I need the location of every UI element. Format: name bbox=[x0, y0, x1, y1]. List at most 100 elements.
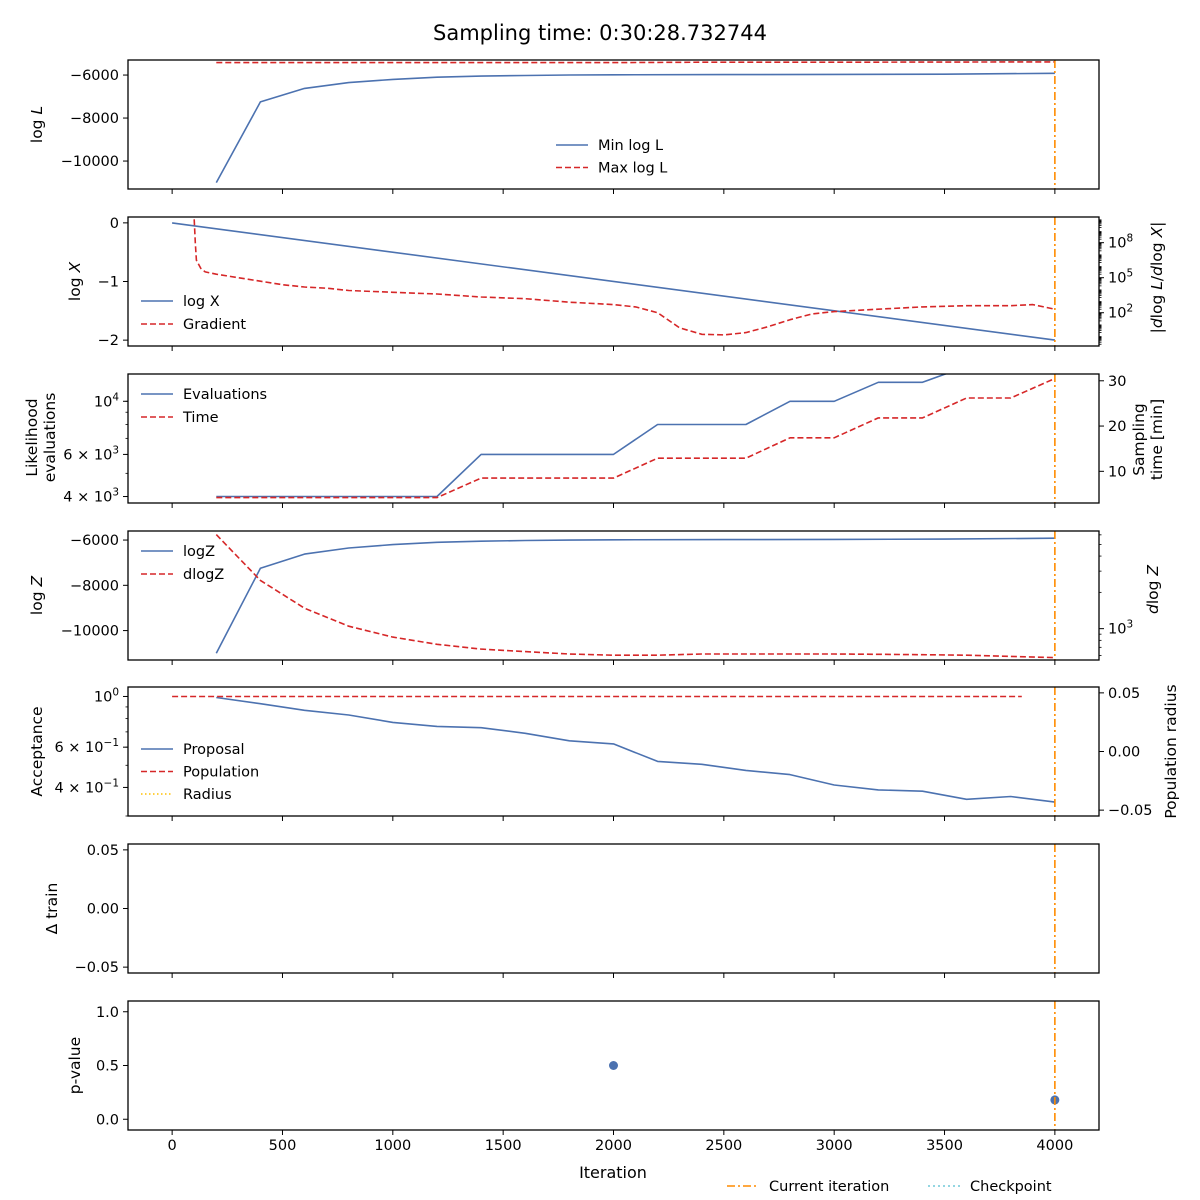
legend-label: Proposal bbox=[183, 742, 245, 758]
y2-tick-label: −0.05 bbox=[1108, 803, 1152, 819]
panel-log-likelihood: −10000 −8000 −6000 bbox=[61, 59, 1100, 194]
panel-acceptance: 4 × 10−1 6 × 10−1 100 −0.05 0.00 0.05 bbox=[54, 686, 1152, 821]
plot-area-p-value bbox=[609, 1061, 1060, 1105]
y-tick-label: −10000 bbox=[61, 624, 119, 640]
panel-delta-train: −0.05 0.00 0.05 bbox=[75, 843, 1100, 978]
y-tick-label: −1 bbox=[98, 275, 119, 291]
y-tick-label: 0.00 bbox=[87, 902, 119, 918]
current-iteration-legend-label: Current iteration bbox=[769, 1179, 889, 1195]
plot-area-acceptance bbox=[172, 695, 1056, 803]
x-tick-label: 3500 bbox=[926, 1138, 963, 1154]
y-axis-label-log-l: log L bbox=[28, 106, 46, 143]
legend-label: log X bbox=[183, 294, 220, 310]
x-axis-label: Iteration bbox=[579, 1163, 647, 1182]
checkpoint-legend-label: Checkpoint bbox=[970, 1179, 1052, 1195]
panel-likelihood-evaluations: 4 × 103 6 × 103 104 10 20 30 bbox=[63, 373, 1126, 508]
legend-label: Evaluations bbox=[183, 387, 267, 403]
y-tick-label: 6 × 10−1 bbox=[54, 737, 119, 756]
y2-tick-label: 108 bbox=[1108, 233, 1133, 252]
y2-axis-label-population-radius: Population radius bbox=[1162, 684, 1180, 818]
legend-label: Radius bbox=[183, 787, 232, 803]
legend-label: dlogZ bbox=[183, 567, 224, 583]
legend-log-l: Min log L Max log L bbox=[556, 138, 667, 177]
p-value-point-1 bbox=[609, 1061, 618, 1070]
y2-axis-label-sampling-time: Samplingtime [min] bbox=[1130, 399, 1166, 480]
y2-tick-label: 0.05 bbox=[1108, 686, 1140, 702]
axes-frame bbox=[127, 843, 1100, 974]
y-tick-label: −8000 bbox=[70, 578, 119, 594]
y-tick-label: −6000 bbox=[70, 533, 119, 549]
x-tick-label: 4000 bbox=[1036, 1138, 1073, 1154]
x-tick-label: 1500 bbox=[485, 1138, 522, 1154]
y-tick-label: −0.05 bbox=[75, 960, 119, 976]
y-tick-label: 0 bbox=[110, 216, 119, 232]
y-tick-label: 104 bbox=[94, 391, 119, 410]
y-axis-label-evaluations: Likelihoodevaluations bbox=[23, 393, 59, 483]
series-min-log-l bbox=[215, 72, 1055, 183]
y2-axis-label-dlogz: dlog Z bbox=[1144, 565, 1162, 614]
legend-label: Min log L bbox=[598, 138, 663, 154]
y-tick-label: −8000 bbox=[70, 111, 119, 127]
series-evaluations bbox=[216, 374, 948, 498]
legend-label: Max log L bbox=[598, 161, 667, 177]
y-axis-label-log-x: log X bbox=[66, 262, 84, 302]
x-tick-label: 1000 bbox=[374, 1138, 411, 1154]
legend-label: Time bbox=[182, 410, 219, 426]
y2-tick-label: 0.00 bbox=[1108, 745, 1140, 761]
panel-log-x: 0 −1 −2 102 105 108 bbox=[98, 216, 1133, 351]
y2-tick-label: 20 bbox=[1108, 419, 1126, 435]
y-tick-label: 0.0 bbox=[96, 1112, 119, 1128]
y-tick-label: −10000 bbox=[61, 154, 119, 170]
y-tick-label: 4 × 103 bbox=[63, 487, 119, 506]
axes-frame bbox=[127, 373, 1100, 504]
series-dlogz bbox=[215, 534, 1055, 659]
legend-acceptance: Proposal Population Radius bbox=[141, 742, 259, 803]
x-tick-label: 2000 bbox=[595, 1138, 632, 1154]
panels: −10000 −8000 −6000 0 −1 −2 102 105 108 4 × 103 6 ×… bbox=[23, 59, 1180, 1154]
x-tick-label: 0 bbox=[168, 1138, 177, 1154]
legend-label: logZ bbox=[183, 544, 215, 560]
y2-axis-label-gradient: |dlog L/dlog X| bbox=[1148, 222, 1166, 334]
series-time bbox=[216, 377, 1056, 499]
y-axis-label-delta-train: Δ train bbox=[43, 883, 61, 935]
x-tick-label: 3000 bbox=[816, 1138, 853, 1154]
y-tick-label: 6 × 103 bbox=[63, 444, 119, 463]
figure-title: Sampling time: 0:30:28.732744 bbox=[433, 21, 767, 45]
series-gradient bbox=[193, 219, 1056, 336]
x-tick-label: 2500 bbox=[705, 1138, 742, 1154]
series-logz bbox=[215, 537, 1055, 654]
figure-legend: Current iteration Checkpoint bbox=[727, 1179, 1052, 1195]
legend-evaluations: Evaluations Time bbox=[141, 387, 267, 426]
y-tick-label: 100 bbox=[94, 686, 119, 705]
y-tick-label: 0.5 bbox=[96, 1059, 119, 1075]
legend-log-z: logZ dlogZ bbox=[141, 544, 224, 583]
legend-label: Population bbox=[183, 765, 259, 781]
y-tick-label: 1.0 bbox=[96, 1005, 119, 1021]
plot-area-likelihood-evaluations bbox=[216, 374, 1056, 499]
series-log-x bbox=[171, 222, 1056, 341]
panel-log-z: −10000 −8000 −6000 103 bbox=[61, 530, 1133, 665]
y-tick-label: −2 bbox=[98, 333, 119, 349]
axes-frame bbox=[127, 530, 1100, 661]
y-axis-label-log-z: log Z bbox=[28, 576, 46, 616]
plot-area-log-likelihood bbox=[215, 61, 1055, 183]
y-axis-label-acceptance: Acceptance bbox=[28, 706, 46, 796]
legend-log-x: log X Gradient bbox=[141, 294, 246, 333]
panel-p-value: 0 500 1000 1500 2000 2500 3000 3500 4000 0.0 0.5 1.… bbox=[96, 1000, 1100, 1154]
y2-tick-label: 10 bbox=[1108, 464, 1126, 480]
x-tick-label: 500 bbox=[269, 1138, 297, 1154]
y2-tick-label: 30 bbox=[1108, 374, 1126, 390]
plot-area-log-z bbox=[215, 534, 1055, 659]
series-max-log-l bbox=[216, 61, 1055, 64]
y-axis-label-p-value: p-value bbox=[66, 1037, 84, 1094]
plot-area-log-x bbox=[171, 219, 1056, 341]
legend-label: Gradient bbox=[183, 317, 246, 333]
series-proposal bbox=[216, 696, 1056, 803]
y2-tick-label: 103 bbox=[1108, 619, 1133, 638]
y-tick-label: 0.05 bbox=[87, 843, 119, 859]
y-tick-label: −6000 bbox=[70, 68, 119, 84]
y2-tick-label: 105 bbox=[1108, 268, 1133, 287]
y2-tick-label: 102 bbox=[1108, 303, 1133, 322]
y-tick-label: 4 × 10−1 bbox=[54, 777, 119, 796]
